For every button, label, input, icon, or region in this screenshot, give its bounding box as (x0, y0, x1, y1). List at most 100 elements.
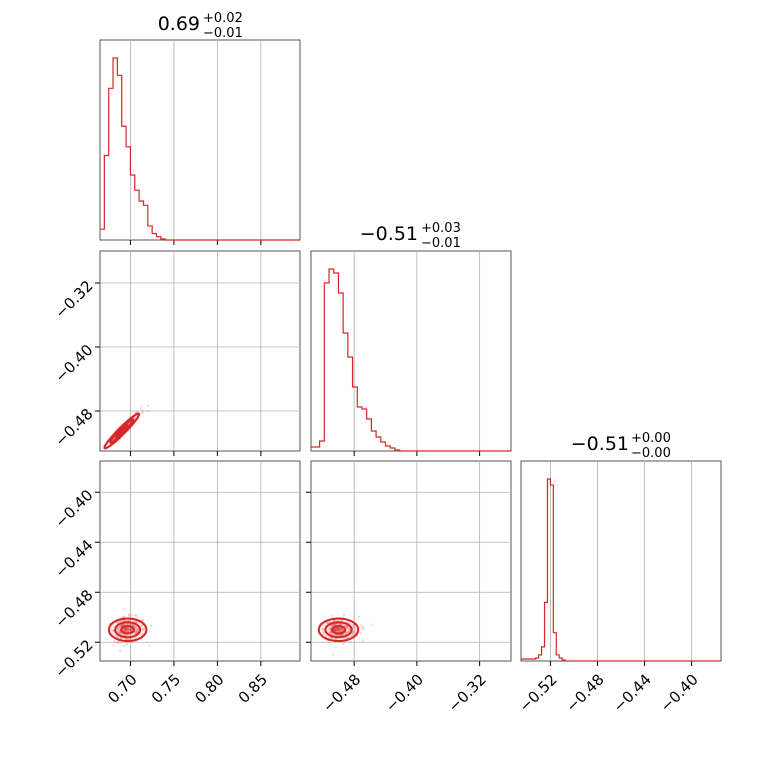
p0-p2-point (115, 630, 118, 633)
p1-p2-point (335, 626, 338, 629)
p1-p2-point (332, 620, 335, 623)
p1-p2-point (354, 628, 357, 631)
p0-p2-point (120, 637, 123, 640)
p0-p2-point (121, 619, 124, 622)
p0-p1-point (127, 422, 130, 425)
p0-p2-ylabel-1: −0.48 (51, 586, 96, 631)
p1-p2-point (334, 628, 337, 631)
p1-p2-point (330, 621, 333, 624)
p1-p2-point (338, 633, 341, 636)
p0-p2-point (139, 619, 142, 622)
p1-p2-point (347, 625, 350, 628)
p1-p2-point (335, 629, 338, 632)
p0-p2-point (123, 628, 126, 631)
p0-p2-xlabel-3: 0.85 (235, 671, 271, 707)
p1-p2-point (336, 628, 339, 631)
p1-p2-point (333, 629, 336, 632)
p1-p2-point (339, 627, 342, 630)
p0-p2-point (141, 628, 144, 631)
p0-p2-contour-2 (120, 625, 135, 635)
p1-p2-point (341, 633, 344, 636)
p0-p2-xlabel-2: 0.80 (191, 671, 227, 707)
p0-p2-point (125, 626, 128, 629)
panel-hist-p0 (99, 39, 301, 245)
p1-p2-point (328, 636, 331, 639)
p0-p2-point (124, 628, 127, 631)
p1-p2-point (338, 622, 341, 625)
p0-p2-point (135, 627, 138, 630)
p1-p2-point (362, 639, 365, 642)
p0-p2-point (134, 630, 137, 633)
p0-p2-point (119, 627, 122, 630)
p0-p2-point (124, 628, 127, 631)
p1-p2-point (325, 634, 328, 637)
p0-p2-point (126, 637, 129, 640)
panel-hist-p2-frame (520, 460, 722, 662)
p0-p2-point (125, 630, 128, 633)
p1-p2-point (351, 627, 354, 630)
p0-p1-point (128, 416, 131, 419)
p0-p2-point (136, 630, 139, 633)
p0-p2-point (116, 621, 119, 624)
p1-p2-point (326, 622, 329, 625)
p1-p2-point (337, 634, 340, 637)
p1-p2-point (349, 628, 352, 631)
p1-p2-point (341, 628, 344, 631)
p1-p2-point (340, 620, 343, 623)
p1-p2-point (356, 634, 359, 637)
p0-p2-point (137, 628, 140, 631)
p1-p2-point (340, 634, 343, 637)
p1-p2-point (340, 622, 343, 625)
p0-p2-point (133, 624, 136, 627)
p0-p2-point (122, 608, 125, 611)
p1-p2-point (329, 635, 332, 638)
p0-p2-point (126, 623, 129, 626)
p0-p1-point (128, 421, 131, 424)
p0-p2-point (119, 649, 122, 652)
p0-p2-point (129, 623, 132, 626)
p0-p2-point (133, 626, 136, 629)
p1-p2-point (335, 634, 338, 637)
p0-p2-point (131, 613, 134, 616)
p0-p1-point (146, 410, 149, 413)
p0-p2-point (121, 616, 124, 619)
p1-p2-point (332, 623, 335, 626)
p1-p2-point (339, 623, 342, 626)
p0-p2-point (141, 633, 144, 636)
p0-p2-point (143, 627, 146, 630)
panel-p0-p1: −0.48 −0.40 −0.32 (51, 250, 301, 456)
p1-p2-point (333, 630, 336, 633)
p0-p1-point (128, 423, 131, 426)
p0-p2-point (142, 627, 145, 630)
p1-p2-point (337, 627, 340, 630)
p0-p2-point (132, 624, 135, 627)
p0-p2-point (108, 622, 111, 625)
p0-p2-point (122, 619, 125, 622)
p1-p2-point (346, 627, 349, 630)
p0-p2-point (129, 628, 132, 631)
p0-p2-point (121, 624, 124, 627)
p0-p2-point (135, 629, 138, 632)
p1-p2-point (332, 620, 335, 623)
p1-p2-point (336, 630, 339, 633)
panel-p0-p2: −0.52 −0.48 −0.44 −0.40 0.70 0.75 0.80 0.85 (51, 460, 301, 707)
title-p1-minus: −0.01 (421, 236, 461, 251)
p1-p2-point (358, 616, 361, 619)
p0-p2-point (131, 623, 134, 626)
p0-p2-point (119, 641, 122, 644)
p0-p2-point (117, 626, 120, 629)
p0-p2-point (119, 626, 122, 629)
p1-p2-point (330, 614, 333, 617)
p0-p2-point (136, 627, 139, 630)
p1-p2-point (338, 629, 341, 632)
p1-p2-point (342, 623, 345, 626)
p1-p2-point (336, 627, 339, 630)
p0-p2-point (122, 634, 125, 637)
p1-p2-point (343, 625, 346, 628)
p0-p2-point (120, 623, 123, 626)
p1-p2-point (349, 629, 352, 632)
panel-hist-p1 (310, 250, 512, 456)
p1-p2-point (334, 623, 337, 626)
title-p2-value: −0.51 (571, 433, 629, 455)
p1-p2-point (344, 625, 347, 628)
